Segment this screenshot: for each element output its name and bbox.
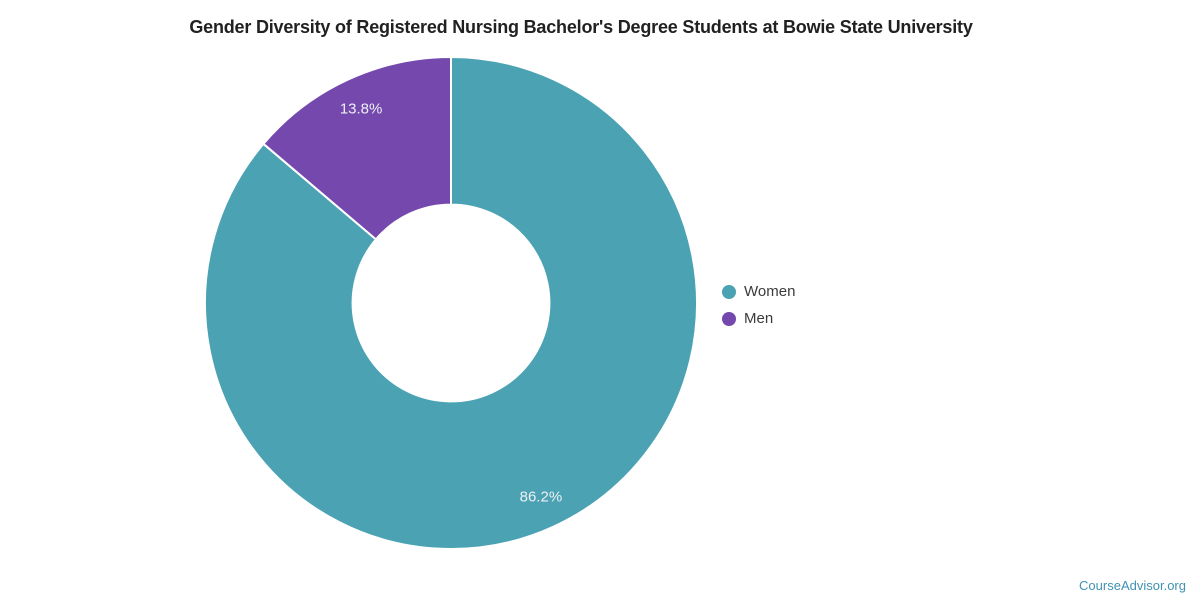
slice-label-men: 13.8% — [340, 100, 383, 117]
legend-marker-icon — [722, 284, 736, 299]
pie-slice-men[interactable] — [262, 56, 452, 241]
legend-label: Women — [744, 283, 796, 300]
legend-item-women[interactable]: Women — [722, 280, 795, 303]
pie-slice-women[interactable] — [204, 56, 698, 550]
legend: Women Men — [722, 280, 795, 330]
legend-item-men[interactable]: Men — [722, 307, 795, 330]
legend-marker-icon — [722, 311, 736, 326]
slice-label-women: 86.2% — [520, 489, 563, 506]
legend-label: Men — [744, 310, 774, 327]
watermark-link[interactable]: CourseAdvisor.org — [1079, 578, 1186, 593]
chart-title: Gender Diversity of Registered Nursing B… — [189, 17, 973, 37]
